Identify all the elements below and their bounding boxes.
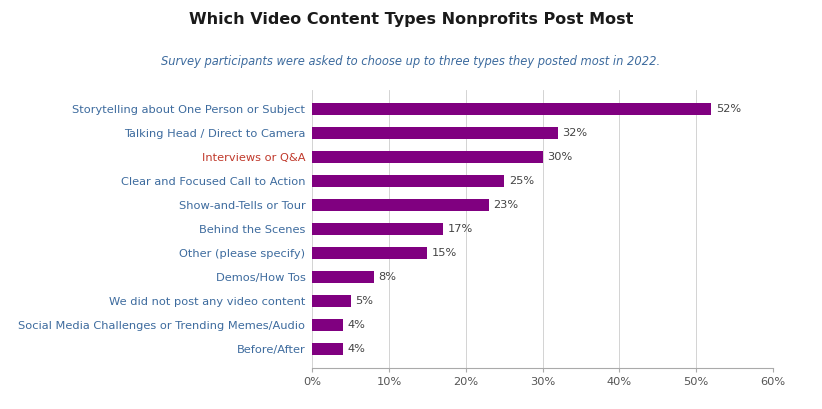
- Text: Which Video Content Types Nonprofits Post Most: Which Video Content Types Nonprofits Pos…: [189, 12, 633, 27]
- Bar: [312, 199, 489, 211]
- Text: Survey participants were asked to choose up to three types they posted most in 2: Survey participants were asked to choose…: [161, 55, 661, 68]
- Text: 17%: 17%: [447, 224, 473, 234]
- Bar: [312, 103, 711, 115]
- Text: 52%: 52%: [716, 104, 741, 114]
- Text: 30%: 30%: [547, 152, 572, 162]
- Bar: [312, 223, 443, 235]
- Text: 25%: 25%: [509, 176, 533, 186]
- Text: 15%: 15%: [432, 248, 457, 258]
- Text: 32%: 32%: [562, 128, 588, 138]
- Text: 23%: 23%: [493, 200, 519, 210]
- Bar: [312, 271, 374, 283]
- Text: 4%: 4%: [348, 320, 366, 330]
- Text: 8%: 8%: [378, 272, 396, 282]
- Bar: [312, 295, 351, 308]
- Text: 4%: 4%: [348, 344, 366, 354]
- Bar: [312, 343, 343, 355]
- Bar: [312, 247, 427, 259]
- Text: 5%: 5%: [355, 296, 373, 306]
- Bar: [312, 151, 543, 163]
- Bar: [312, 175, 504, 187]
- Bar: [312, 319, 343, 331]
- Bar: [312, 127, 558, 139]
